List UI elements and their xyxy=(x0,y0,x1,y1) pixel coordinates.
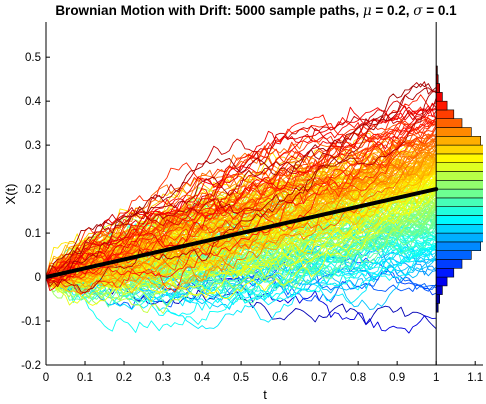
histogram-bar xyxy=(436,198,486,207)
y-axis-label: X(t) xyxy=(3,184,18,205)
histogram-bar xyxy=(436,92,442,101)
y-tick-label: -0.2 xyxy=(21,360,41,372)
x-tick-label: 0.2 xyxy=(116,372,132,384)
histogram-bar xyxy=(436,101,447,110)
y-tick-label: 0 xyxy=(35,272,41,284)
histogram-bar xyxy=(436,84,440,93)
x-tick-label: 1.1 xyxy=(467,372,483,384)
y-tick-label: 0.4 xyxy=(25,96,42,108)
histogram-bar xyxy=(436,128,471,137)
histogram-bar xyxy=(436,119,462,128)
histogram-bar xyxy=(436,224,486,233)
histogram-bar xyxy=(436,172,486,181)
x-tick-label: 1 xyxy=(433,372,439,384)
histogram-bar xyxy=(436,216,486,225)
x-tick-label: 0.4 xyxy=(194,372,211,384)
x-tick-label: 0.8 xyxy=(350,372,366,384)
histogram-bar xyxy=(436,286,442,295)
histogram-bar xyxy=(436,145,486,154)
histogram-bar xyxy=(436,163,486,172)
y-tick-label: 0.2 xyxy=(25,184,41,196)
histogram-bar xyxy=(436,154,486,163)
histogram-bar xyxy=(436,251,471,260)
x-tick-label: 0.3 xyxy=(155,372,171,384)
y-tick-label: -0.1 xyxy=(21,316,41,328)
histogram-bar xyxy=(436,260,462,269)
histogram-bar xyxy=(436,110,454,119)
histogram-bar xyxy=(436,233,486,242)
histogram-bar xyxy=(436,207,486,216)
x-tick-label: 0.7 xyxy=(311,372,327,384)
x-tick-label: 0.5 xyxy=(233,372,249,384)
histogram-bar xyxy=(436,268,454,277)
x-tick-label: 0.9 xyxy=(389,372,405,384)
histogram-bar xyxy=(436,277,447,286)
histogram-bar xyxy=(436,189,486,198)
x-tick-label: 0 xyxy=(43,372,49,384)
x-axis-label: t xyxy=(263,387,267,402)
histogram-bar xyxy=(436,242,481,251)
y-tick-label: 0.5 xyxy=(25,52,41,64)
histogram-bar xyxy=(436,180,486,189)
chart-title: Brownian Motion with Drift: 5000 sample … xyxy=(55,3,457,19)
histogram-bar xyxy=(436,295,440,304)
y-tick-label: 0.1 xyxy=(25,228,41,240)
y-tick-label: 0.3 xyxy=(25,140,41,152)
histogram-bar xyxy=(436,136,481,145)
x-tick-label: 0.6 xyxy=(272,372,288,384)
x-tick-label: 0.1 xyxy=(77,372,93,384)
